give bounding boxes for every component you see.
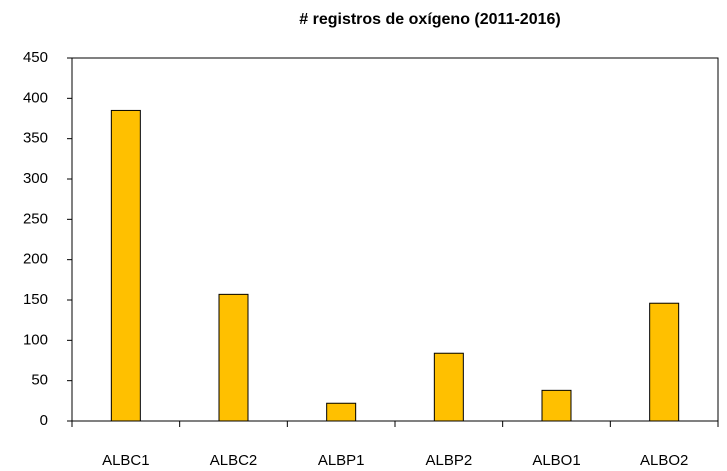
y-tick-label: 450 (23, 49, 48, 66)
x-tick-label: ALBO2 (640, 452, 688, 469)
bar (110, 109, 141, 422)
y-tick-label: 350 (23, 130, 48, 147)
y-tick-label: 50 (31, 372, 48, 389)
y-tick-label: 100 (23, 331, 48, 348)
bar (218, 293, 249, 422)
chart-title: # registros de oxígeno (2011-2016) (299, 11, 560, 28)
bar (541, 389, 572, 422)
bar (326, 402, 357, 422)
x-tick-label: ALBC2 (210, 452, 258, 469)
y-tick-label: 250 (23, 210, 48, 227)
x-tick-label: ALBC1 (102, 452, 150, 469)
y-tick-label: 300 (23, 170, 48, 187)
x-tick-label: ALBP2 (425, 452, 472, 469)
bar (433, 352, 464, 422)
plot-frame (71, 57, 719, 422)
y-tick-label: 400 (23, 89, 48, 106)
y-tick-label: 200 (23, 251, 48, 268)
y-tick-label: 150 (23, 291, 48, 308)
x-tick-label: ALBO1 (532, 452, 580, 469)
y-tick-label: 0 (40, 412, 48, 429)
bar (649, 302, 680, 422)
x-tick-label: ALBP1 (318, 452, 365, 469)
